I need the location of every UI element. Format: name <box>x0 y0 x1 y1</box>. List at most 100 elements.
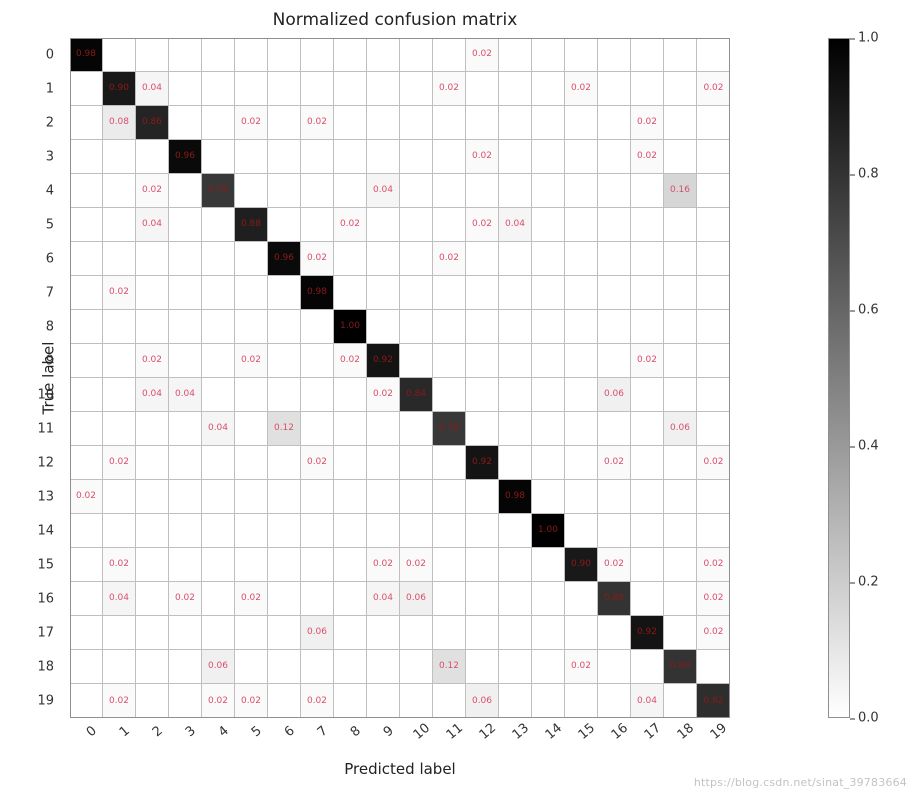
heatmap-cell <box>532 480 565 514</box>
heatmap-cell <box>202 208 235 242</box>
heatmap-cell <box>367 446 400 480</box>
heatmap-cell <box>268 514 301 548</box>
heatmap-cell <box>499 684 532 718</box>
heatmap-cell <box>664 514 697 548</box>
heatmap-cell <box>433 140 466 174</box>
x-tick-label: 16 <box>608 721 630 743</box>
heatmap-cell <box>136 242 169 276</box>
heatmap-cell: 0.02 <box>136 174 169 208</box>
heatmap-cell <box>202 310 235 344</box>
heatmap-cell: 0.90 <box>565 548 598 582</box>
y-tick-label: 15 <box>37 558 54 573</box>
heatmap-cell <box>235 378 268 412</box>
heatmap-cell <box>697 310 730 344</box>
heatmap-cell <box>433 446 466 480</box>
heatmap-cell: 0.02 <box>367 548 400 582</box>
heatmap-cell <box>466 514 499 548</box>
heatmap-cell: 0.04 <box>499 208 532 242</box>
heatmap-cell <box>631 514 664 548</box>
heatmap-cell <box>235 72 268 106</box>
heatmap-cell <box>532 684 565 718</box>
heatmap-cell <box>103 140 136 174</box>
heatmap-cell <box>697 378 730 412</box>
heatmap-cell <box>631 72 664 106</box>
heatmap-cell <box>631 650 664 684</box>
heatmap-cell <box>235 242 268 276</box>
heatmap-cell <box>400 344 433 378</box>
heatmap-cell <box>664 378 697 412</box>
heatmap-cell <box>697 276 730 310</box>
heatmap-cell <box>499 72 532 106</box>
x-tick-label: 17 <box>641 721 663 743</box>
heatmap-cell <box>697 140 730 174</box>
heatmap-cell <box>202 446 235 480</box>
heatmap-cell: 0.02 <box>697 548 730 582</box>
heatmap-cell <box>136 616 169 650</box>
heatmap-cell: 0.02 <box>367 378 400 412</box>
heatmap-cell: 0.02 <box>235 106 268 140</box>
heatmap-cell <box>565 208 598 242</box>
heatmap-cell: 0.04 <box>136 208 169 242</box>
heatmap-cell <box>532 276 565 310</box>
heatmap-cell <box>631 38 664 72</box>
heatmap-cell <box>631 480 664 514</box>
heatmap-cell: 0.12 <box>433 650 466 684</box>
heatmap-cell <box>202 72 235 106</box>
heatmap-cell <box>70 174 103 208</box>
heatmap-cell: 0.06 <box>598 378 631 412</box>
heatmap-cell: 0.02 <box>631 140 664 174</box>
heatmap-cell <box>598 616 631 650</box>
heatmap-cell <box>367 106 400 140</box>
heatmap-cell <box>235 514 268 548</box>
heatmap-cell: 0.02 <box>103 684 136 718</box>
heatmap-cell <box>103 650 136 684</box>
heatmap-cell <box>334 242 367 276</box>
heatmap-cell <box>334 650 367 684</box>
heatmap-cell <box>235 38 268 72</box>
heatmap-cell <box>466 276 499 310</box>
heatmap-cell <box>532 582 565 616</box>
heatmap-cell <box>532 616 565 650</box>
heatmap-cell: 0.04 <box>169 378 202 412</box>
heatmap-cell: 0.02 <box>466 140 499 174</box>
heatmap-cell <box>136 548 169 582</box>
heatmap-cell <box>334 276 367 310</box>
heatmap-cell <box>367 514 400 548</box>
heatmap-cell: 1.00 <box>334 310 367 344</box>
heatmap-cell <box>565 446 598 480</box>
heatmap-cell <box>532 548 565 582</box>
heatmap-cell: 0.08 <box>103 106 136 140</box>
heatmap-cell <box>169 650 202 684</box>
heatmap-cell <box>367 72 400 106</box>
heatmap-cell: 0.02 <box>565 650 598 684</box>
heatmap-cell <box>499 344 532 378</box>
heatmap-cell <box>565 480 598 514</box>
heatmap-cell <box>334 684 367 718</box>
heatmap-cell <box>367 650 400 684</box>
heatmap-cell <box>565 106 598 140</box>
heatmap-cell <box>400 412 433 446</box>
heatmap-cell <box>202 480 235 514</box>
heatmap-cell: 0.02 <box>598 548 631 582</box>
colorbar-ticks: 0.00.20.40.60.81.0 <box>854 38 904 718</box>
heatmap-cell <box>301 412 334 446</box>
heatmap-cell <box>136 684 169 718</box>
heatmap-cell <box>598 140 631 174</box>
heatmap-cell <box>169 480 202 514</box>
heatmap-cell <box>103 242 136 276</box>
heatmap-cell: 0.98 <box>499 480 532 514</box>
heatmap-cell <box>202 106 235 140</box>
heatmap-cell <box>169 106 202 140</box>
x-tick-label: 8 <box>347 723 363 740</box>
heatmap-cell: 0.02 <box>70 480 103 514</box>
heatmap-cell: 0.02 <box>697 616 730 650</box>
heatmap-cell <box>235 140 268 174</box>
heatmap-cell <box>499 582 532 616</box>
heatmap-cell <box>565 378 598 412</box>
heatmap-cell <box>598 174 631 208</box>
heatmap-cell <box>466 582 499 616</box>
heatmap-cell: 0.02 <box>466 208 499 242</box>
heatmap-cell <box>169 446 202 480</box>
x-tick-container: 012345678910111213141516171819 <box>70 720 730 760</box>
heatmap-cell <box>565 684 598 718</box>
